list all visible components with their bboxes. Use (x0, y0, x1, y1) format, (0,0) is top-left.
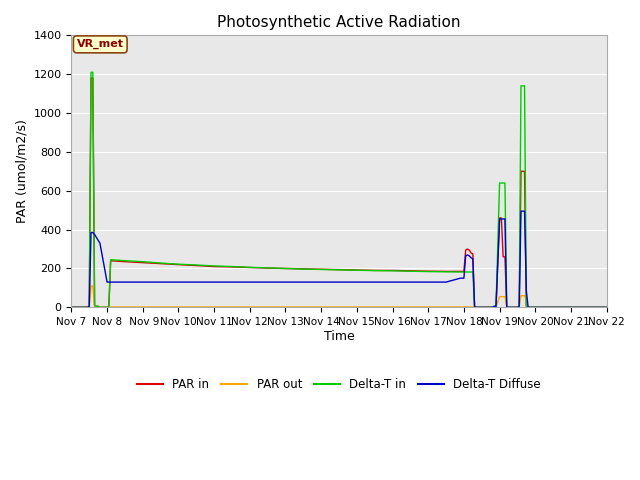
PAR in (68, 304, 76, 310)
PAR in (460, 268, 468, 274)
Delta-T Diffuse (371, 279, 378, 285)
PAR out (463, 304, 471, 310)
Line: Delta-T Diffuse: Delta-T Diffuse (72, 211, 607, 307)
Delta-T in (388, 268, 396, 274)
PAR in (371, 267, 378, 273)
Delta-T in (490, 303, 498, 309)
Delta-T in (371, 268, 378, 274)
PAR out (371, 304, 378, 310)
Delta-T in (460, 269, 468, 275)
PAR out (603, 304, 611, 310)
PAR out (193, 304, 200, 310)
Delta-T in (603, 304, 611, 310)
Delta-T in (68, 304, 76, 310)
PAR out (68, 304, 76, 310)
PAR in (388, 267, 396, 273)
Line: PAR in: PAR in (72, 78, 607, 307)
PAR out (388, 304, 396, 310)
PAR in (463, 246, 471, 252)
Delta-T in (87, 70, 95, 75)
Delta-T in (463, 269, 471, 275)
Delta-T Diffuse (517, 208, 525, 214)
PAR in (490, 303, 498, 309)
PAR in (193, 263, 200, 268)
Delta-T Diffuse (462, 253, 470, 259)
Delta-T Diffuse (68, 304, 76, 310)
X-axis label: Time: Time (324, 330, 355, 343)
Line: PAR out: PAR out (72, 286, 607, 307)
PAR out (490, 304, 498, 310)
Text: VR_met: VR_met (77, 39, 124, 49)
Delta-T Diffuse (456, 276, 464, 281)
PAR out (460, 304, 468, 310)
PAR in (87, 75, 95, 81)
Delta-T in (193, 262, 200, 268)
Title: Photosynthetic Active Radiation: Photosynthetic Active Radiation (217, 15, 461, 30)
Delta-T Diffuse (353, 279, 361, 285)
Delta-T Diffuse (175, 279, 182, 285)
PAR in (603, 304, 611, 310)
Y-axis label: PAR (umol/m2/s): PAR (umol/m2/s) (15, 120, 28, 223)
PAR out (87, 283, 95, 289)
Delta-T Diffuse (488, 304, 496, 310)
Legend: PAR in, PAR out, Delta-T in, Delta-T Diffuse: PAR in, PAR out, Delta-T in, Delta-T Dif… (132, 373, 546, 396)
Delta-T Diffuse (603, 304, 611, 310)
Line: Delta-T in: Delta-T in (72, 72, 607, 307)
